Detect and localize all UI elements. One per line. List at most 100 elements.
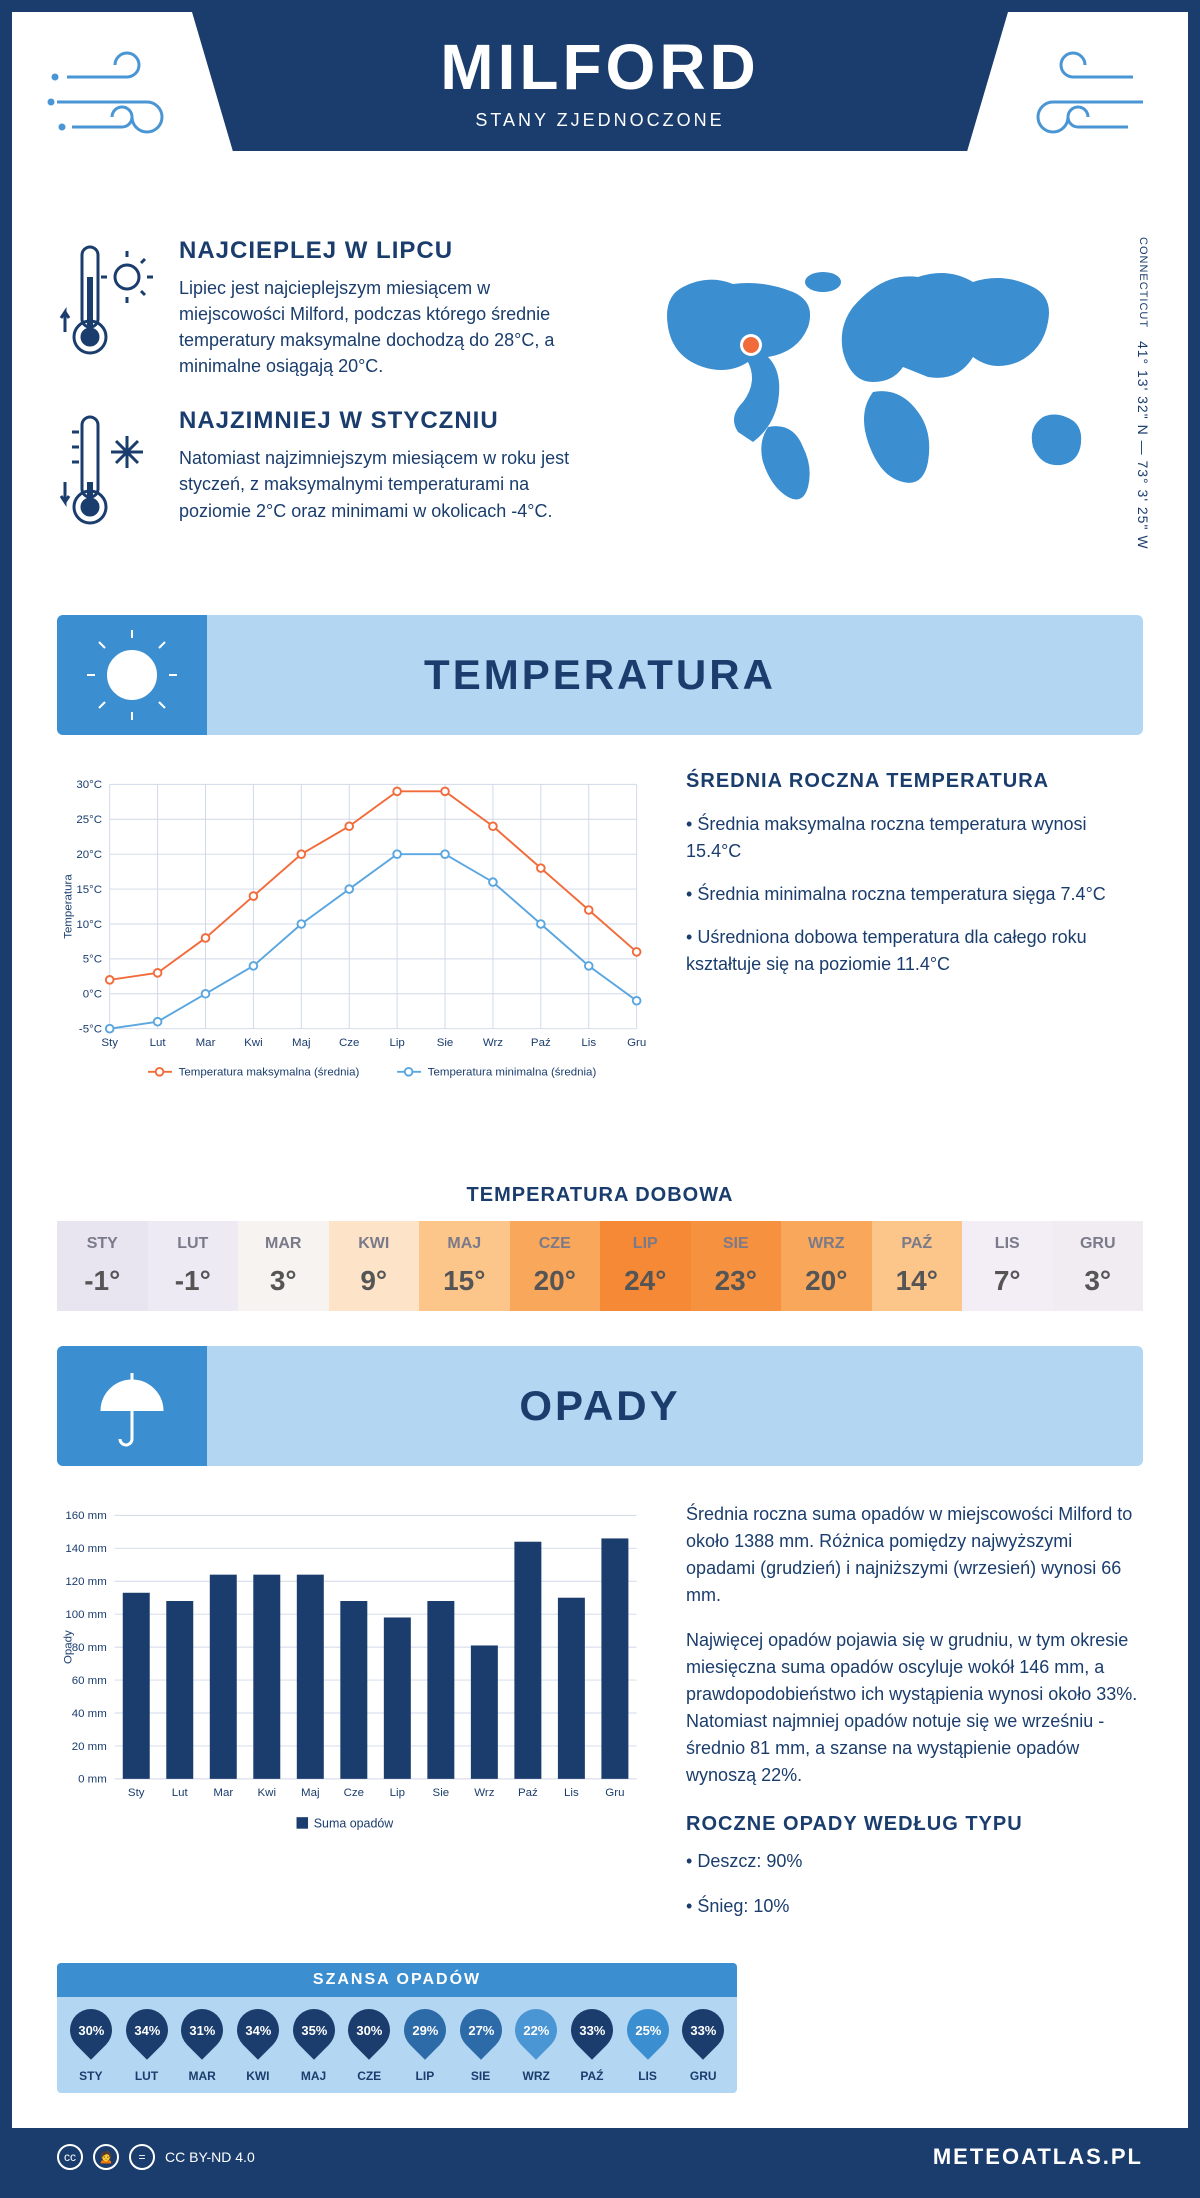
chance-item: 22%WRZ	[508, 2009, 564, 2083]
state-label: CONNECTICUT	[1137, 237, 1149, 328]
precipitation-title: OPADY	[519, 1382, 680, 1430]
world-map-container: CONNECTICUT 41° 13' 32" N — 73° 3' 25" W	[623, 237, 1143, 570]
chance-month: CZE	[341, 2069, 397, 2083]
svg-text:Paź: Paź	[531, 1037, 551, 1049]
svg-text:80 mm: 80 mm	[72, 1642, 107, 1654]
chance-pct: 25%	[635, 2023, 661, 2038]
svg-text:25°C: 25°C	[76, 814, 102, 826]
thermometer-hot-icon	[57, 237, 157, 379]
chance-pct: 35%	[301, 2023, 327, 2038]
daily-month: LUT	[148, 1235, 239, 1253]
chance-item: 30% CZE	[341, 2009, 397, 2083]
daily-value: 3°	[238, 1265, 329, 1297]
chance-month: LIS	[620, 2069, 676, 2083]
chance-item: 27%SIE	[453, 2009, 509, 2083]
svg-text:Lip: Lip	[390, 1788, 405, 1800]
chance-month: STY	[63, 2069, 119, 2083]
lat-label: 41° 13' 32" N	[1135, 341, 1151, 436]
chance-pct: 30%	[356, 2023, 382, 2038]
chance-section: SZANSA OPADÓW 30%STY34%LUT31%MAR34%KWI35…	[57, 1963, 737, 2093]
daily-cell: MAJ15°	[419, 1221, 510, 1311]
by-icon: 🙍	[93, 2144, 119, 2170]
daily-month: CZE	[510, 1235, 601, 1253]
chance-pct: 34%	[245, 2023, 271, 2038]
chance-month: LIP	[397, 2069, 453, 2083]
precipitation-chart: 0 mm20 mm40 mm60 mm80 mm100 mm120 mm140 …	[57, 1501, 651, 1938]
avg-temp-bullet-1: • Średnia maksymalna roczna temperatura …	[686, 811, 1143, 865]
chance-pct: 33%	[579, 2023, 605, 2038]
svg-text:-5°C: -5°C	[79, 1024, 102, 1036]
raindrop-icon: 25%	[627, 2009, 669, 2061]
svg-text:Cze: Cze	[339, 1037, 359, 1049]
svg-text:40 mm: 40 mm	[72, 1708, 107, 1720]
chance-pct: 34%	[133, 2023, 159, 2038]
daily-value: -1°	[57, 1265, 148, 1297]
site-name: METEOATLAS.PL	[933, 2144, 1143, 2170]
svg-text:Wrz: Wrz	[474, 1788, 494, 1800]
daily-month: MAJ	[419, 1235, 510, 1253]
svg-text:160 mm: 160 mm	[65, 1511, 107, 1523]
temperature-summary: ŚREDNIA ROCZNA TEMPERATURA • Średnia mak…	[686, 770, 1143, 1139]
wind-icon-left	[47, 47, 197, 157]
coldest-text: NAJZIMNIEJ W STYCZNIU Natomiast najzimni…	[179, 407, 593, 542]
chance-pct: 27%	[468, 2023, 494, 2038]
chance-title: SZANSA OPADÓW	[57, 1963, 737, 1997]
chance-pct: 29%	[412, 2023, 438, 2038]
chance-item: 25% LIS	[620, 2009, 676, 2083]
chance-item: 31% MAR	[174, 2009, 230, 2083]
precip-type-snow: • Śnieg: 10%	[686, 1893, 1143, 1920]
daily-temp-grid: STY-1°LUT-1°MAR3°KWI9°MAJ15°CZE20°LIP24°…	[57, 1221, 1143, 1311]
svg-text:Lut: Lut	[150, 1037, 167, 1049]
footer: cc 🙍 = CC BY-ND 4.0 METEOATLAS.PL	[12, 2128, 1188, 2186]
warmest-title: NAJCIEPLEJ W LIPCU	[179, 237, 593, 265]
temperature-chart: -5°C0°C5°C10°C15°C20°C25°C30°CStyLutMarK…	[57, 770, 651, 1139]
daily-value: 14°	[872, 1265, 963, 1297]
city-name: MILFORD	[192, 30, 1008, 104]
svg-text:Maj: Maj	[292, 1037, 311, 1049]
daily-cell: SIE23°	[691, 1221, 782, 1311]
coldest-block: NAJZIMNIEJ W STYCZNIU Natomiast najzimni…	[57, 407, 593, 542]
chance-month: MAR	[174, 2069, 230, 2083]
svg-text:120 mm: 120 mm	[65, 1577, 107, 1589]
svg-text:Mar: Mar	[196, 1037, 216, 1049]
svg-text:Sty: Sty	[128, 1788, 145, 1800]
daily-cell: LIS7°	[962, 1221, 1053, 1311]
license-block: cc 🙍 = CC BY-ND 4.0	[57, 2144, 255, 2170]
svg-text:60 mm: 60 mm	[72, 1675, 107, 1687]
chance-item: 35%MAJ	[286, 2009, 342, 2083]
svg-text:Cze: Cze	[344, 1788, 364, 1800]
raindrop-icon: 31%	[181, 2009, 223, 2061]
svg-text:Sie: Sie	[433, 1788, 450, 1800]
svg-text:Sty: Sty	[101, 1037, 118, 1049]
raindrop-icon: 33%	[571, 2009, 613, 2061]
svg-text:Lut: Lut	[172, 1788, 189, 1800]
chance-pct: 31%	[189, 2023, 215, 2038]
chance-row: 30%STY34%LUT31%MAR34%KWI35%MAJ30%CZE29%L…	[57, 1997, 737, 2093]
svg-text:20°C: 20°C	[76, 849, 102, 861]
svg-text:Wrz: Wrz	[483, 1037, 503, 1049]
license-text: CC BY-ND 4.0	[165, 2149, 255, 2165]
raindrop-icon: 29%	[404, 2009, 446, 2061]
page-container: MILFORD STANY ZJEDNOCZONE	[0, 0, 1200, 2198]
daily-month: GRU	[1053, 1235, 1144, 1253]
temperature-header: TEMPERATURA	[57, 615, 1143, 735]
chance-item: 29% LIP	[397, 2009, 453, 2083]
raindrop-icon: 33%	[682, 2009, 724, 2061]
precipitation-summary: Średnia roczna suma opadów w miejscowośc…	[686, 1501, 1143, 1938]
svg-text:Lip: Lip	[389, 1037, 404, 1049]
daily-month: MAR	[238, 1235, 329, 1253]
daily-temp-title: TEMPERATURA DOBOWA	[12, 1184, 1188, 1207]
umbrella-icon	[57, 1346, 207, 1466]
daily-month: STY	[57, 1235, 148, 1253]
chance-pct: 22%	[523, 2023, 549, 2038]
daily-cell: GRU3°	[1053, 1221, 1144, 1311]
raindrop-icon: 27%	[460, 2009, 502, 2061]
daily-value: 24°	[600, 1265, 691, 1297]
svg-text:Temperatura minimalna (średnia: Temperatura minimalna (średnia)	[428, 1067, 597, 1079]
warmest-block: NAJCIEPLEJ W LIPCU Lipiec jest najcieple…	[57, 237, 593, 379]
precip-type-title: ROCZNE OPADY WEDŁUG TYPU	[686, 1813, 1143, 1836]
avg-temp-bullet-2: • Średnia minimalna roczna temperatura s…	[686, 881, 1143, 908]
daily-value: 7°	[962, 1265, 1053, 1297]
svg-text:140 mm: 140 mm	[65, 1544, 107, 1556]
nd-icon: =	[129, 2144, 155, 2170]
